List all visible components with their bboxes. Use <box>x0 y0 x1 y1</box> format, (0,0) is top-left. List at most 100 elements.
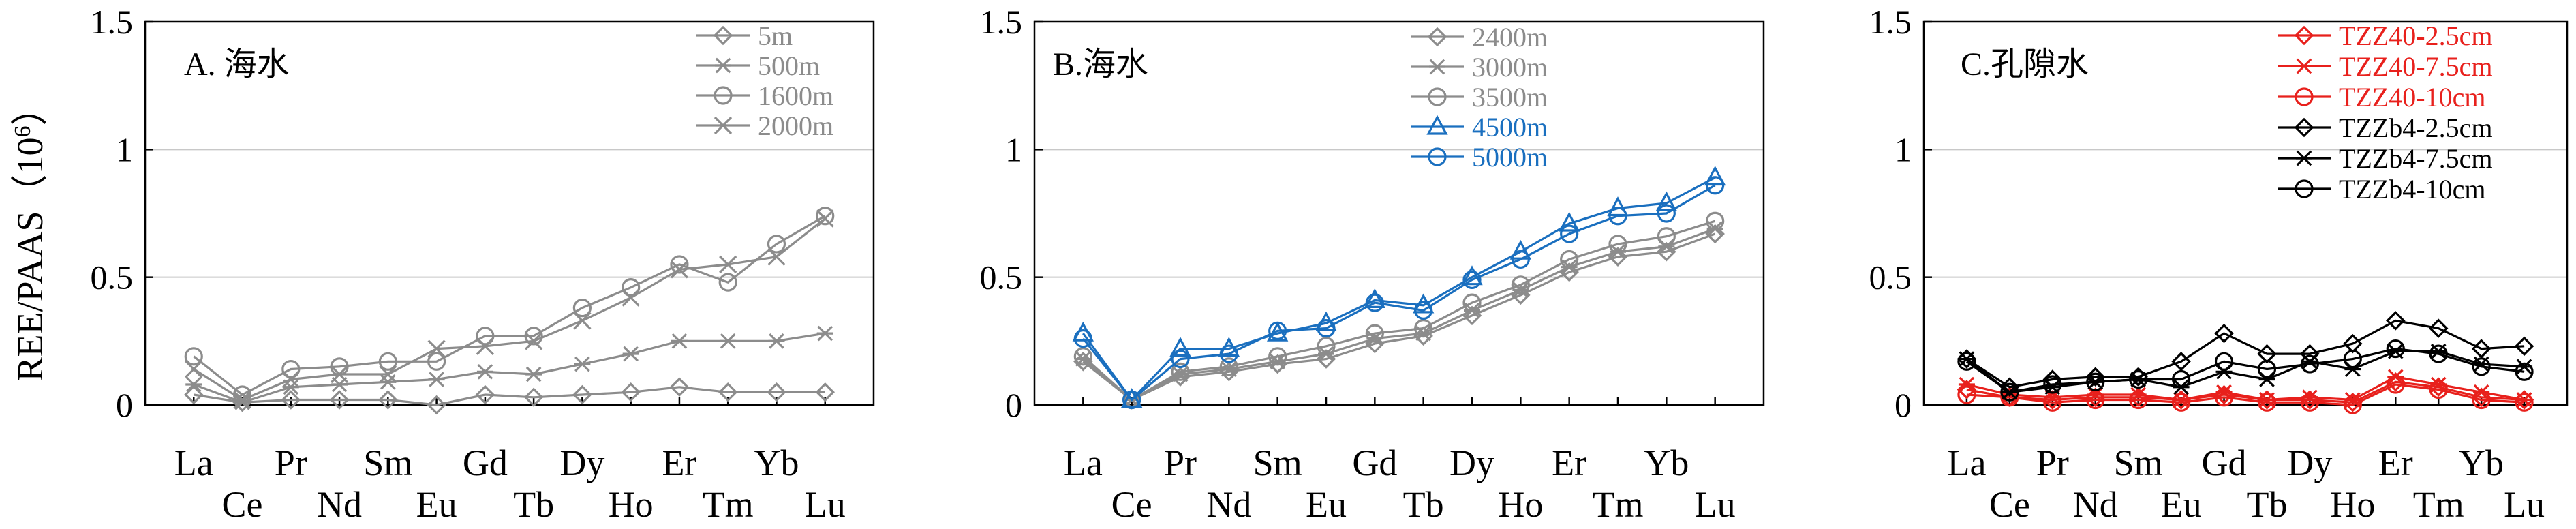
y-tick-label: 1 <box>116 130 133 168</box>
data-point <box>1462 270 1482 290</box>
legend-marker <box>2295 87 2314 106</box>
data-point <box>1957 385 1976 404</box>
data-point <box>670 255 689 274</box>
x-tick-label: Tm <box>703 484 754 525</box>
data-point <box>1171 349 1190 369</box>
x-tick-label: Er <box>1552 442 1586 483</box>
data-point <box>2214 352 2234 371</box>
y-axis-label: REE/PAAS（106） <box>10 89 50 381</box>
data-point <box>427 395 446 415</box>
data-point <box>2172 369 2191 389</box>
data-point <box>525 332 543 350</box>
x-tick-label: Dy <box>1450 442 1494 483</box>
data-point <box>1655 191 1678 211</box>
data-point <box>2171 352 2191 372</box>
data-point <box>1120 388 1143 408</box>
data-point <box>378 390 398 410</box>
data-point <box>1317 319 1336 338</box>
data-point <box>523 387 544 408</box>
data-point <box>2386 311 2406 331</box>
data-point <box>816 209 834 228</box>
data-point <box>1461 265 1483 286</box>
data-point <box>2428 318 2449 338</box>
legend-label: TZZ40-2.5cm <box>2339 20 2493 51</box>
data-point <box>1558 211 1580 232</box>
data-point <box>1957 352 1976 371</box>
data-point <box>1706 176 1725 195</box>
x-tick-label: Lu <box>805 484 846 525</box>
data-point <box>1219 357 1238 376</box>
data-point <box>1511 275 1530 294</box>
data-point <box>2515 362 2534 381</box>
data-point <box>1073 329 1092 348</box>
data-point <box>718 382 738 402</box>
x-tick-label: Eu <box>2161 484 2202 525</box>
data-point <box>768 333 785 349</box>
legend-marker <box>1427 27 1447 47</box>
series-2400m <box>1073 224 1725 410</box>
data-point <box>572 299 592 318</box>
x-tick-label: Gd <box>463 442 508 483</box>
data-point <box>1365 293 1384 312</box>
x-tick-label: Lu <box>2504 484 2545 525</box>
legend-label: 3000m <box>1472 52 1548 82</box>
x-tick-label: Gd <box>2202 442 2247 483</box>
x-tick-label: Sm <box>363 442 412 483</box>
legend-label: TZZb4-7.5cm <box>2339 143 2493 174</box>
data-point <box>2086 372 2105 391</box>
series-5000m <box>1073 176 1725 410</box>
data-point <box>1657 227 1676 246</box>
data-point <box>378 352 397 371</box>
data-point <box>281 370 300 389</box>
x-tick-label: Er <box>662 442 696 483</box>
series-line <box>193 215 826 396</box>
x-tick-label: Yb <box>754 442 799 483</box>
data-point <box>719 255 737 274</box>
legend-marker <box>1428 147 1447 166</box>
data-point <box>330 365 349 384</box>
y-tick-label: 1.5 <box>980 3 1023 41</box>
data-point <box>1706 211 1725 230</box>
data-point <box>427 352 446 371</box>
data-point <box>1365 324 1384 343</box>
data-point <box>1462 293 1482 312</box>
y-tick-label: 0 <box>1895 386 1912 424</box>
x-tick-label: Er <box>2378 442 2413 483</box>
data-point <box>2086 390 2105 410</box>
x-tick-label: Sm <box>1253 442 1302 483</box>
data-point <box>2129 369 2148 389</box>
legend-marker <box>2294 117 2314 138</box>
data-point <box>233 391 251 409</box>
x-tick-label: Pr <box>1164 442 1197 483</box>
legend-label: TZZ40-10cm <box>2339 82 2486 112</box>
plot-frame <box>1922 20 2569 406</box>
series-2000m <box>185 209 834 409</box>
data-point <box>2429 380 2448 399</box>
x-tick-label: Ho <box>2330 484 2375 525</box>
data-point <box>2343 349 2362 369</box>
legend-label: 2000m <box>758 110 833 141</box>
panel-title: A. 海水 <box>184 46 290 82</box>
x-tick-label: Ce <box>1989 484 2030 525</box>
x-tick-label: La <box>1947 442 1986 483</box>
data-point <box>329 390 350 410</box>
data-point <box>185 360 203 378</box>
legend-marker <box>2295 179 2314 198</box>
y-tick-label: 0 <box>1005 386 1022 424</box>
data-point <box>379 365 397 384</box>
data-point <box>2257 393 2277 412</box>
legend-label: TZZb4-10cm <box>2339 174 2486 205</box>
data-point <box>281 390 301 410</box>
legend: TZZ40-2.5cmTZZ40-7.5cmTZZ40-10cmTZZb4-2.… <box>2278 20 2493 205</box>
data-point <box>1414 319 1433 338</box>
data-point <box>1657 241 1676 262</box>
data-point <box>574 356 591 372</box>
x-tick-label: Tm <box>2413 484 2464 525</box>
legend-marker <box>1429 59 1445 75</box>
series-TZZb4-10cm <box>1957 339 2534 402</box>
data-point <box>2172 393 2191 412</box>
legend-marker <box>715 57 731 74</box>
